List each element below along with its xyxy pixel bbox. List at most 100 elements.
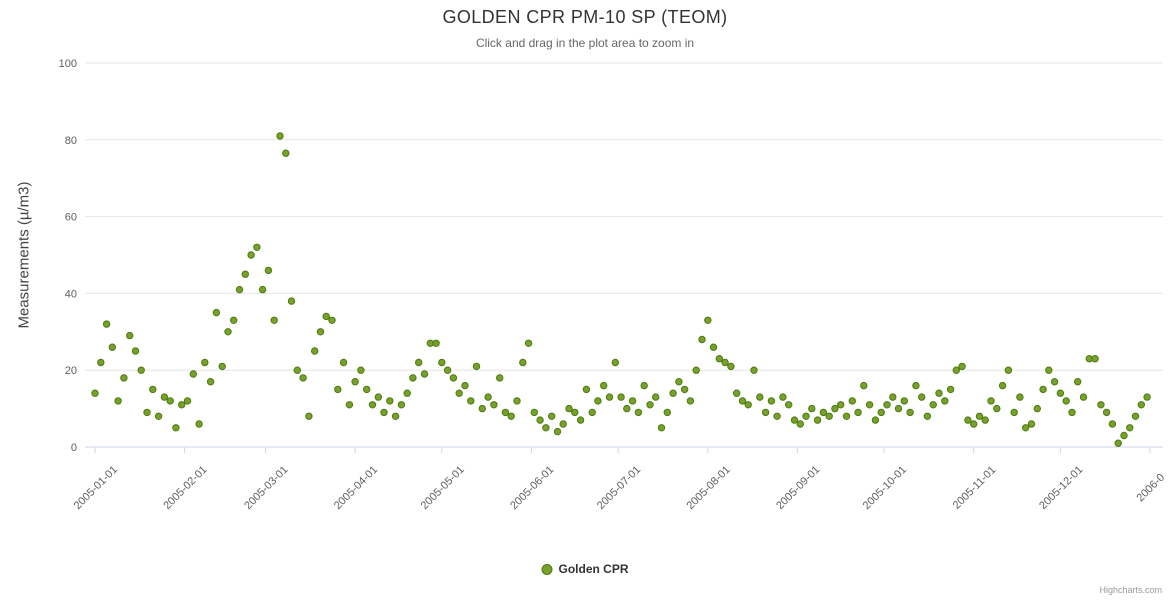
data-point[interactable]: [1120, 431, 1128, 440]
data-point[interactable]: [368, 401, 377, 409]
data-point[interactable]: [415, 358, 423, 367]
data-point[interactable]: [652, 393, 660, 401]
data-point[interactable]: [513, 397, 521, 405]
data-point[interactable]: [1027, 420, 1036, 428]
data-point[interactable]: [149, 385, 157, 394]
data-point[interactable]: [178, 401, 186, 409]
data-point[interactable]: [964, 416, 972, 424]
data-point[interactable]: [906, 408, 914, 417]
data-point[interactable]: [796, 420, 804, 428]
data-point[interactable]: [1045, 366, 1053, 374]
data-point[interactable]: [1108, 420, 1117, 428]
data-point[interactable]: [114, 397, 122, 405]
data-point[interactable]: [756, 393, 764, 401]
data-point[interactable]: [524, 339, 533, 347]
data-point[interactable]: [496, 374, 504, 382]
data-point[interactable]: [842, 412, 851, 420]
data-point[interactable]: [923, 412, 932, 420]
data-point[interactable]: [871, 416, 880, 424]
data-point[interactable]: [802, 412, 810, 420]
data-point[interactable]: [958, 362, 966, 371]
data-point[interactable]: [669, 389, 677, 397]
data-point[interactable]: [640, 381, 648, 390]
data-point[interactable]: [773, 412, 781, 420]
data-point[interactable]: [484, 393, 492, 401]
data-point[interactable]: [825, 412, 833, 420]
data-point[interactable]: [530, 408, 538, 417]
data-point[interactable]: [316, 328, 325, 336]
data-point[interactable]: [970, 420, 978, 428]
data-point[interactable]: [767, 397, 776, 405]
data-point[interactable]: [628, 397, 637, 405]
data-point[interactable]: [519, 358, 527, 367]
data-point[interactable]: [490, 401, 498, 409]
data-point[interactable]: [877, 408, 885, 417]
data-point[interactable]: [137, 366, 145, 374]
data-point[interactable]: [946, 385, 955, 394]
data-point[interactable]: [461, 381, 469, 390]
data-point[interactable]: [1016, 393, 1024, 401]
data-point[interactable]: [322, 312, 330, 321]
data-point[interactable]: [391, 412, 400, 420]
data-point[interactable]: [218, 362, 226, 371]
data-point[interactable]: [912, 381, 920, 390]
data-point[interactable]: [536, 416, 544, 424]
data-point[interactable]: [420, 370, 429, 378]
data-point[interactable]: [1143, 393, 1151, 401]
data-point[interactable]: [1068, 408, 1076, 417]
data-point[interactable]: [692, 366, 700, 374]
data-point[interactable]: [1091, 355, 1099, 363]
highcharts-credits-link[interactable]: Highcharts.com: [1099, 585, 1162, 595]
data-point[interactable]: [195, 420, 203, 428]
data-point[interactable]: [1137, 401, 1146, 409]
data-point[interactable]: [438, 358, 446, 367]
data-point[interactable]: [287, 297, 296, 305]
data-point[interactable]: [455, 389, 463, 397]
data-point[interactable]: [750, 366, 758, 374]
data-point[interactable]: [941, 397, 949, 405]
data-point[interactable]: [443, 366, 452, 374]
data-point[interactable]: [230, 316, 238, 324]
data-point[interactable]: [542, 424, 550, 432]
data-point[interactable]: [154, 412, 163, 420]
data-point[interactable]: [854, 408, 862, 417]
data-point[interactable]: [975, 412, 984, 420]
data-point[interactable]: [744, 401, 752, 409]
data-point[interactable]: [1033, 404, 1042, 413]
data-point[interactable]: [715, 355, 723, 363]
data-point[interactable]: [709, 343, 718, 351]
data-point[interactable]: [386, 397, 394, 405]
data-point[interactable]: [131, 347, 140, 355]
data-point[interactable]: [224, 328, 232, 336]
data-point[interactable]: [808, 404, 816, 413]
data-point[interactable]: [998, 381, 1007, 390]
data-point[interactable]: [860, 381, 868, 390]
data-point[interactable]: [183, 397, 192, 405]
data-point[interactable]: [305, 412, 313, 420]
data-point[interactable]: [1050, 378, 1059, 386]
data-point[interactable]: [1062, 397, 1070, 405]
data-point[interactable]: [588, 408, 596, 417]
data-point[interactable]: [704, 316, 712, 324]
data-point[interactable]: [397, 401, 406, 409]
data-point[interactable]: [102, 320, 111, 328]
data-point[interactable]: [339, 358, 348, 367]
data-point[interactable]: [733, 389, 741, 397]
data-point[interactable]: [478, 404, 486, 413]
data-point[interactable]: [848, 397, 856, 405]
data-point[interactable]: [727, 362, 735, 371]
data-point[interactable]: [779, 393, 787, 401]
data-point[interactable]: [993, 404, 1001, 413]
data-point[interactable]: [785, 401, 793, 409]
data-point[interactable]: [1010, 408, 1018, 417]
data-point[interactable]: [253, 243, 261, 252]
data-point[interactable]: [1074, 378, 1082, 386]
data-point[interactable]: [1126, 424, 1134, 432]
data-point[interactable]: [172, 424, 180, 432]
data-point[interactable]: [865, 401, 874, 409]
data-point[interactable]: [108, 343, 117, 351]
data-point[interactable]: [91, 389, 99, 397]
data-point[interactable]: [831, 404, 839, 413]
data-point[interactable]: [698, 335, 706, 344]
